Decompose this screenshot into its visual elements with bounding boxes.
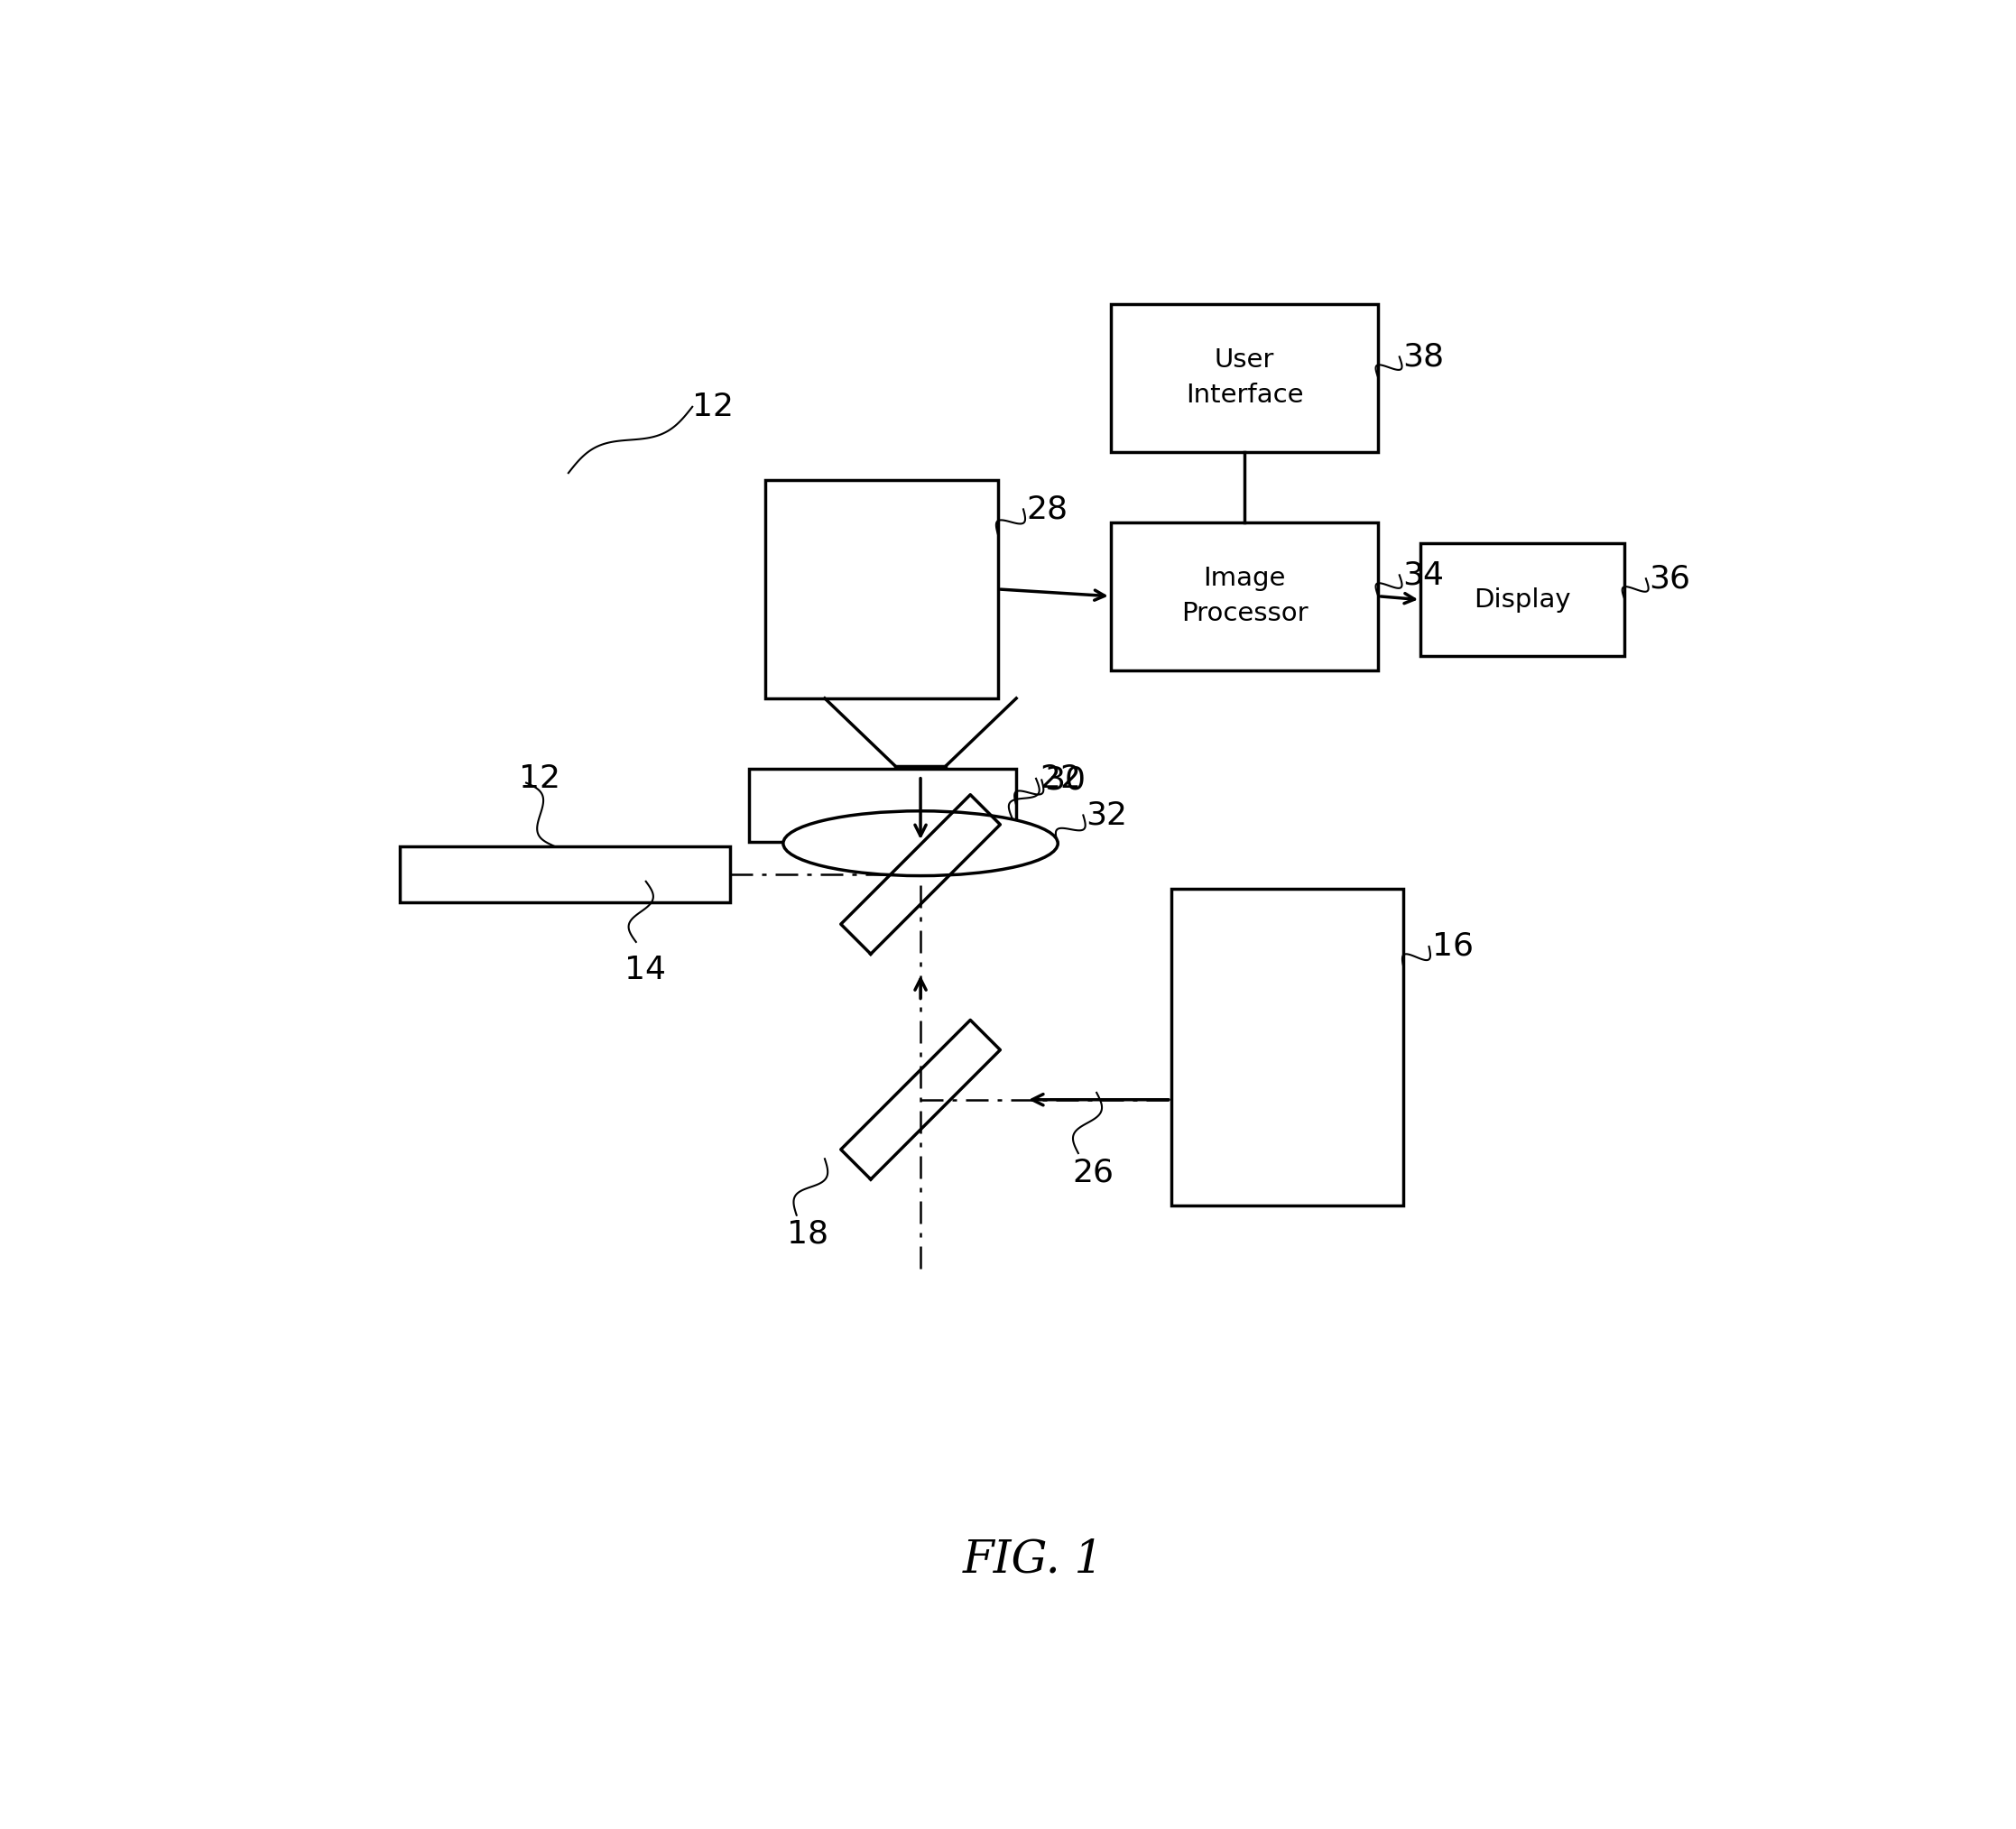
Text: 26: 26 <box>1073 1158 1115 1189</box>
Text: 28: 28 <box>1026 494 1068 525</box>
Bar <box>1421 543 1625 657</box>
Bar <box>1111 304 1379 452</box>
Text: User
Interface: User Interface <box>1185 348 1304 408</box>
Text: 18: 18 <box>786 1218 829 1249</box>
Text: 12: 12 <box>518 763 560 794</box>
Text: 14: 14 <box>625 955 665 986</box>
Text: 16: 16 <box>1431 931 1474 962</box>
Text: 22: 22 <box>1040 763 1083 794</box>
Text: FIG. 1: FIG. 1 <box>964 1538 1103 1582</box>
Text: 34: 34 <box>1403 560 1443 591</box>
Text: 12: 12 <box>691 391 734 422</box>
Text: 30: 30 <box>1044 765 1087 796</box>
Text: 32: 32 <box>1087 799 1127 830</box>
Bar <box>748 768 1016 841</box>
Bar <box>766 479 998 699</box>
Bar <box>1171 889 1403 1205</box>
Ellipse shape <box>782 810 1058 876</box>
Text: 38: 38 <box>1403 342 1443 371</box>
Bar <box>1111 523 1379 669</box>
Text: Image
Processor: Image Processor <box>1181 565 1308 627</box>
Text: Display: Display <box>1474 587 1570 613</box>
Text: 36: 36 <box>1649 563 1689 594</box>
Bar <box>399 847 730 902</box>
